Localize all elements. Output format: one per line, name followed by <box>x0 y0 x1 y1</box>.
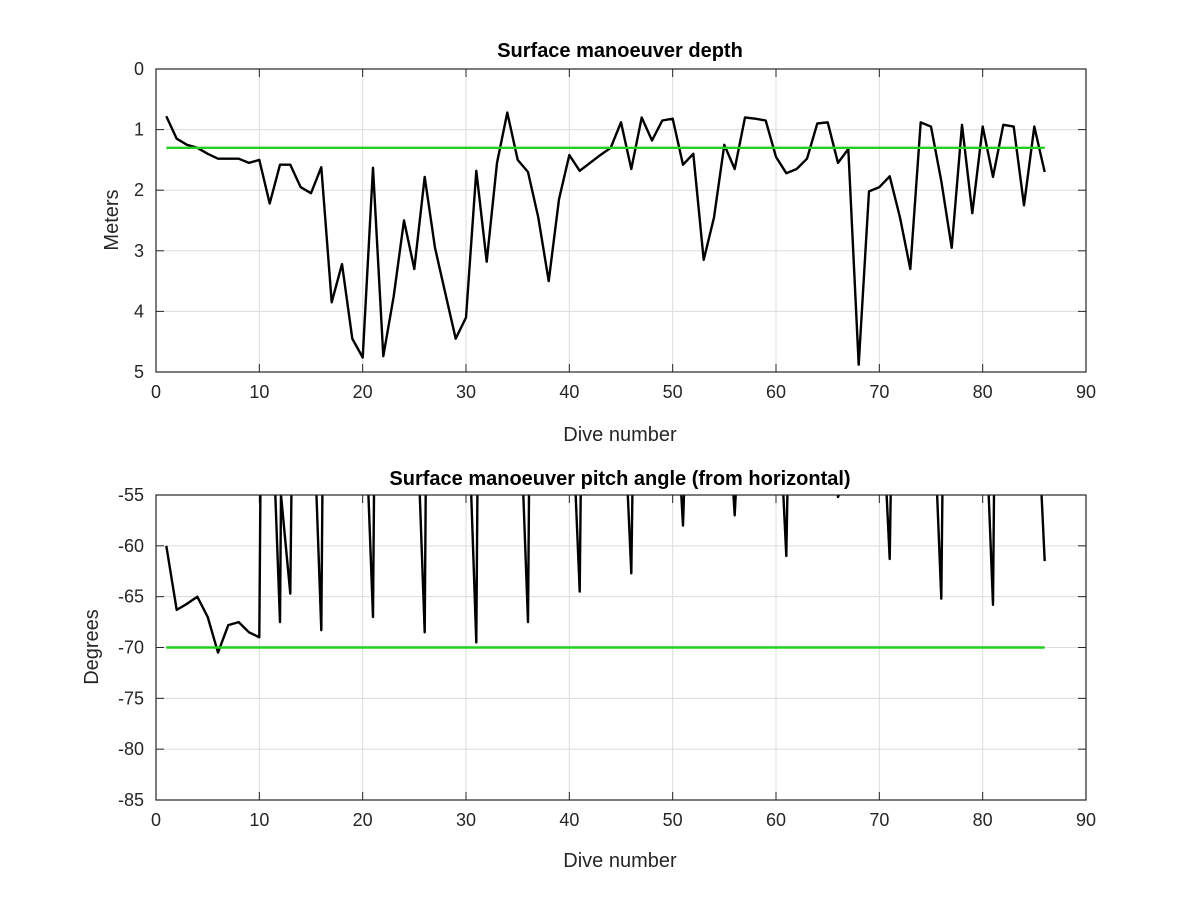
pitch-x-tick-label: 30 <box>456 810 476 830</box>
depth-x-tick-label: 40 <box>559 382 579 402</box>
depth-chart-ylabel: Meters <box>101 189 123 250</box>
pitch-x-tick-label: 90 <box>1076 810 1096 830</box>
pitch-y-tick-label: -55 <box>118 485 144 505</box>
depth-series-line <box>165 111 1046 366</box>
pitch-y-tick-label: -65 <box>118 587 144 607</box>
pitch-x-tick-label: 60 <box>766 810 786 830</box>
depth-axes-box <box>155 68 1087 373</box>
depth-x-tick-label: 80 <box>973 382 993 402</box>
pitch-chart: Surface manoeuver pitch angle (from hori… <box>81 468 1096 872</box>
depth-x-tick-label: 50 <box>663 382 683 402</box>
pitch-x-tick-label: 70 <box>869 810 889 830</box>
depth-chart: Surface manoeuver depth Dive number Mete… <box>101 40 1096 446</box>
pitch-chart-title: Surface manoeuver pitch angle (from hori… <box>389 468 850 490</box>
pitch-chart-ylabel: Degrees <box>81 609 103 685</box>
pitch-x-tick-label: 0 <box>151 810 161 830</box>
depth-chart-xlabel: Dive number <box>563 424 677 446</box>
pitch-x-tick-label: 40 <box>559 810 579 830</box>
pitch-x-tick-label: 10 <box>249 810 269 830</box>
depth-x-tick-label: 0 <box>151 382 161 402</box>
pitch-x-tick-label: 50 <box>663 810 683 830</box>
pitch-y-tick-label: -80 <box>118 739 144 759</box>
pitch-x-tick-label: 20 <box>353 810 373 830</box>
depth-chart-title: Surface manoeuver depth <box>497 40 743 62</box>
pitch-y-tick-label: -60 <box>118 536 144 556</box>
depth-y-tick-label: 5 <box>134 362 144 382</box>
depth-y-tick-label: 2 <box>134 180 144 200</box>
depth-x-tick-label: 90 <box>1076 382 1096 402</box>
depth-x-tick-label: 60 <box>766 382 786 402</box>
pitch-chart-xlabel: Dive number <box>563 850 677 872</box>
pitch-x-tick-label: 80 <box>973 810 993 830</box>
depth-y-tick-label: 1 <box>134 120 144 140</box>
depth-plot-area <box>156 69 1086 372</box>
pitch-y-tick-label: -70 <box>118 638 144 658</box>
depth-x-tick-label: 10 <box>249 382 269 402</box>
depth-y-tick-label: 4 <box>134 301 144 321</box>
depth-x-tick-label: 30 <box>456 382 476 402</box>
pitch-y-tick-label: -85 <box>118 790 144 810</box>
depth-x-tick-label: 70 <box>869 382 889 402</box>
depth-y-tick-label: 0 <box>134 59 144 79</box>
depth-x-tick-label: 20 <box>353 382 373 402</box>
pitch-axes-box <box>155 494 1087 801</box>
depth-y-tick-label: 3 <box>134 241 144 261</box>
pitch-y-tick-label: -75 <box>118 688 144 708</box>
